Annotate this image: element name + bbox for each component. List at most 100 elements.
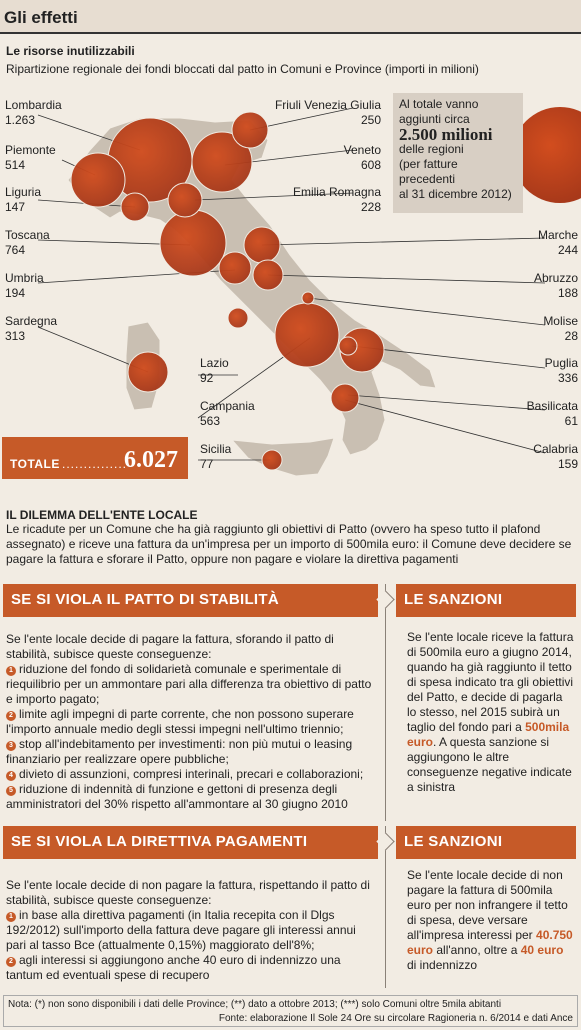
section2-sanction-text: Se l'ente locale decide di non pagare la… (407, 868, 575, 973)
label-lombardia: Lombardia 1.263 (5, 98, 62, 127)
section1-item: 5 riduzione di indennità di funzione e ge… (6, 782, 376, 812)
bubble-sardegna (127, 351, 169, 393)
section1-item-text: stop all'indebitamento per investimenti:… (6, 737, 353, 766)
label-marche: Marche 244 (537, 228, 578, 257)
bubble-extra-regioni (512, 107, 581, 203)
page-title: Gli effetti (4, 8, 78, 27)
section2-divider (385, 826, 386, 988)
bubble-piemonte (70, 152, 126, 208)
label-umbria: Umbria 194 (5, 271, 44, 300)
totale-label: TOTALE (10, 457, 60, 471)
bullet-1-icon: 1 (6, 666, 16, 676)
total-box-line: precedenti (399, 172, 456, 186)
label-sicilia: Sicilia 77 (200, 442, 232, 471)
total-box-line: al 31 dicembre 2012) (399, 187, 512, 201)
label-piemonte: Piemonte 514 (5, 143, 56, 172)
label-toscana: Toscana 764 (5, 228, 50, 257)
bubble-toscana (159, 209, 227, 277)
italy-map (37, 107, 581, 477)
sanction-text: Se l'ente locale riceve la fattura di 50… (407, 630, 574, 734)
footnote: Nota: (*) non sono disponibili i dati de… (3, 995, 578, 1027)
section2-item-text: agli interessi si aggiungono anche 40 eu… (6, 953, 341, 982)
section2-sanction-banner: LE SANZIONI (396, 826, 576, 859)
label-puglia: Puglia 336 (544, 356, 578, 385)
sanction-text: . A questa sanzione si aggiungono le alt… (407, 735, 572, 794)
label-lazio: Lazio 92 (200, 356, 229, 385)
footnote-note: Nota: (*) non sono disponibili i dati de… (8, 999, 502, 1010)
header: Gli effetti (0, 0, 581, 34)
header-rule (0, 32, 581, 34)
label-basilicata: Basilicata 61 (526, 399, 578, 428)
section2-banner: SE SI VIOLA LA DIRETTIVA PAGAMENTI (3, 826, 378, 859)
section1-intro: Se l'ente locale decide di pagare la fat… (6, 632, 334, 661)
label-campania: Campania 563 (200, 399, 255, 428)
label-emilia: Emilia Romagna 228 (292, 185, 381, 214)
section1-item-text: riduzione del fondo di solidarietà comun… (6, 662, 372, 706)
sanction-text: Se l'ente locale decide di non pagare la… (407, 868, 568, 942)
section2-item: 1 in base alla direttiva pagamenti (in It… (6, 908, 376, 953)
label-liguria: Liguria 147 (5, 185, 42, 214)
totale-dots: ............... (62, 457, 128, 471)
dilemma-title: IL DILEMMA DELL'ENTE LOCALE (6, 508, 198, 522)
footnote-source: Fonte: elaborazione Il Sole 24 Ore su ci… (218, 1013, 573, 1024)
section1-item: 2 limite agli impegni di parte corrente, … (6, 707, 376, 737)
total-box-line: aggiunti circa (399, 112, 470, 126)
section1-divider (385, 584, 386, 821)
section1-sanction-text: Se l'ente locale riceve la fattura di 50… (407, 630, 575, 795)
bubble-calabria (330, 383, 360, 413)
bubble-liguria (120, 192, 150, 222)
bubble-molise (301, 291, 315, 305)
label-veneto: Veneto 608 (343, 143, 381, 172)
totale-value: 6.027 (124, 447, 178, 473)
section2-item-text: in base alla direttiva pagamenti (in Ita… (6, 908, 356, 952)
bubble-umbria (218, 251, 252, 285)
bubble-campania (274, 302, 340, 368)
section1-banner: SE SI VIOLA IL PATTO DI STABILITÀ (3, 584, 378, 617)
label-sardegna: Sardegna 313 (5, 314, 58, 343)
total-box-line: Al totale vanno (399, 97, 479, 111)
section1-body: Se l'ente locale decide di pagare la fat… (6, 632, 376, 812)
total-box-amount: 2.500 milioni (399, 125, 493, 144)
section2-item: 2 agli interessi si aggiungono anche 40 e… (6, 953, 376, 983)
section1-item-text: riduzione di indennità di funzione e get… (6, 782, 348, 811)
sanction-highlight: 40 euro (520, 943, 564, 957)
section1-item: 1 riduzione del fondo di solidarietà comu… (6, 662, 376, 707)
total-box-line: delle regioni (399, 142, 464, 156)
sanction-text: di indennizzo (407, 958, 478, 972)
section2-body: Se l'ente locale decide di non pagare la… (6, 878, 376, 983)
sicily-shape (230, 437, 335, 477)
bubble-emilia (167, 182, 203, 218)
dilemma-text: Le ricadute per un Comune che ha già rag… (6, 522, 572, 566)
extra-total-box: Al totale vanno aggiunti circa 2.500 mil… (393, 93, 523, 213)
bullet-2-icon: 2 (6, 711, 16, 721)
total-box-line: (per fatture (399, 157, 458, 171)
sanction-highlight: 40.750 euro (407, 928, 573, 957)
bullet-2-icon: 2 (6, 957, 16, 967)
subtitle: Le risorse inutilizzabili (6, 44, 135, 58)
section1-item: 3 stop all'indebitamento per investimenti… (6, 737, 376, 767)
bubble-abruzzo (252, 259, 284, 291)
section1-item: 4 divieto di assunzioni, compresi interin… (6, 767, 376, 782)
section1-item-text: limite agli impegni di parte corrente, c… (6, 707, 354, 736)
label-abruzzo: Abruzzo 188 (533, 271, 578, 300)
section2-intro: Se l'ente locale decide di non pagare la… (6, 878, 370, 907)
sanction-highlight: 500mila euro (407, 720, 570, 749)
bullet-4-icon: 4 (6, 771, 16, 781)
label-calabria: Calabria 159 (533, 442, 578, 471)
section1-item-text: divieto di assunzioni, compresi interina… (19, 767, 364, 781)
totale-box: TOTALE ............... 6.027 (2, 437, 188, 479)
description: Ripartizione regionale dei fondi bloccat… (6, 62, 479, 76)
sanction-text: all'anno, oltre a (433, 943, 518, 957)
label-molise: Molise 28 (543, 314, 578, 343)
bubble-sicilia (261, 449, 283, 471)
label-friuli: Friuli Venezia Giulia 250 (274, 98, 381, 127)
section1-sanction-banner: LE SANZIONI (396, 584, 576, 617)
bullet-1-icon: 1 (6, 912, 16, 922)
bubble-veneto (191, 131, 253, 193)
bubble-lazio (227, 307, 249, 329)
bubble-friuli (231, 111, 269, 149)
bullet-3-icon: 3 (6, 741, 16, 751)
bullet-5-icon: 5 (6, 786, 16, 796)
bubble-marche (243, 226, 281, 264)
bubble-basilicata (338, 336, 358, 356)
